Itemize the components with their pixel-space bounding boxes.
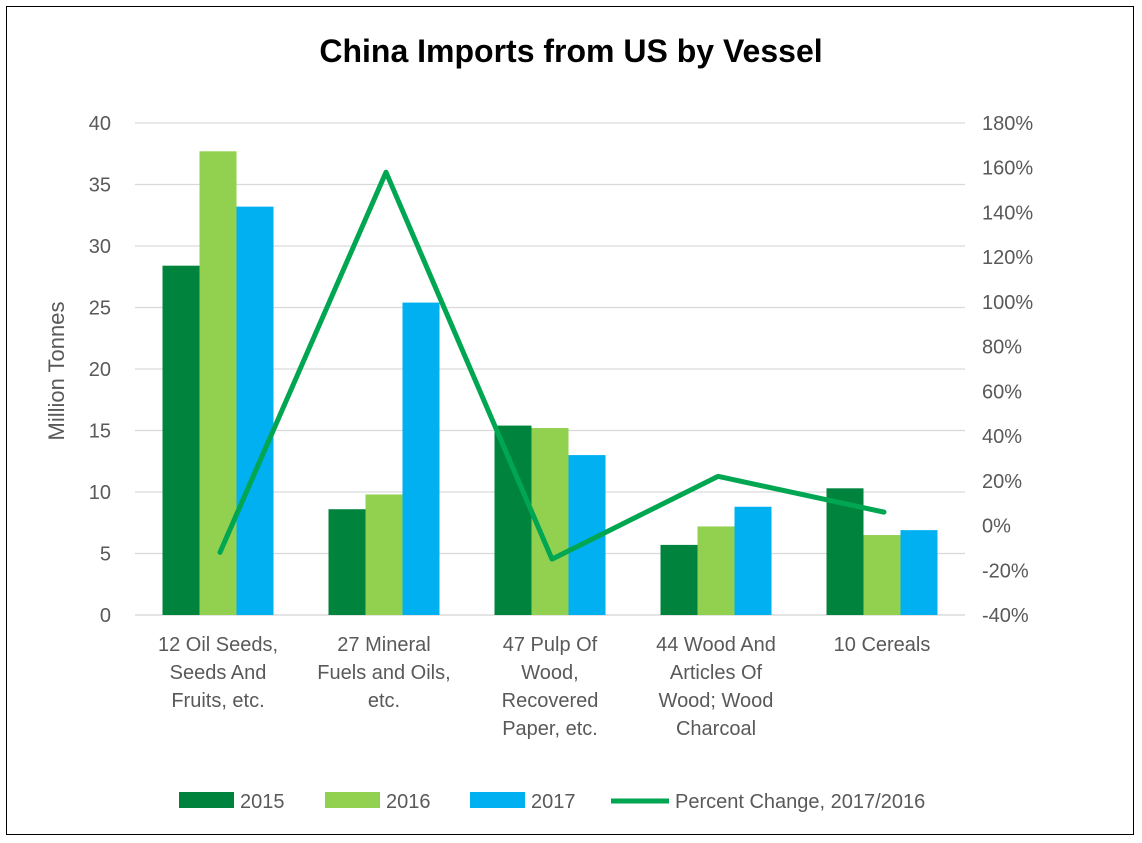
y2-tick-label: -20% (982, 560, 1029, 582)
x-tick-label: 44 Wood And (656, 634, 776, 656)
y2-tick-label: 20% (982, 471, 1022, 493)
legend-swatch-2016 (325, 792, 380, 808)
x-tick-label: 47 Pulp Of (503, 634, 598, 656)
y2-tick-label: 180% (982, 113, 1033, 135)
y-tick-label: 20 (89, 359, 111, 381)
legend-swatch-2017 (470, 792, 525, 808)
bar-2015 (660, 544, 698, 615)
legend-label: 2017 (531, 791, 576, 813)
line-series (217, 169, 887, 562)
y-tick-label: 10 (89, 482, 111, 504)
x-tick-label: 12 Oil Seeds, (158, 634, 278, 656)
bar-2016 (697, 526, 735, 615)
x-tick-label: Articles Of (670, 662, 763, 684)
bar-2017 (402, 302, 440, 615)
x-tick-label: 27 Mineral (337, 634, 430, 656)
x-tick-label: etc. (368, 690, 400, 712)
x-tick-label: Charcoal (676, 718, 756, 740)
y-axis-left: 0 5 10 15 20 25 30 35 40 (89, 113, 111, 627)
bar-2016 (199, 151, 237, 616)
y-tick-label: 25 (89, 298, 111, 320)
legend-swatch-2015 (179, 792, 234, 808)
y2-tick-label: -40% (982, 605, 1029, 627)
chart-canvas: China Imports from US by Vessel 0 5 10 15 20… (44, 33, 1033, 813)
bar-2016 (863, 535, 901, 615)
x-tick-label: Wood, (521, 662, 578, 684)
legend-label: Percent Change, 2017/2016 (675, 791, 925, 813)
chart-frame: China Imports from US by Vessel 0 5 10 15 20… (6, 6, 1134, 835)
bar-2015 (494, 425, 532, 615)
y2-tick-label: 80% (982, 337, 1022, 359)
y-axis-right: -40% -20% 0% 20% 40% 60% 80% 100% 120% 140% 160% 18… (982, 113, 1033, 627)
y-tick-label: 30 (89, 236, 111, 258)
y-axis-title: Million Tonnes (44, 301, 69, 440)
legend-label: 2016 (386, 791, 431, 813)
bar-2015 (162, 265, 200, 615)
y-tick-label: 15 (89, 421, 111, 443)
x-tick-label: 10 Cereals (834, 634, 931, 656)
x-tick-label: Fruits, etc. (171, 690, 264, 712)
x-tick-label: Fuels and Oils, (317, 662, 450, 684)
y2-tick-label: 100% (982, 292, 1033, 314)
y2-tick-label: 60% (982, 381, 1022, 403)
y-tick-label: 40 (89, 113, 111, 135)
y2-tick-label: 40% (982, 426, 1022, 448)
y2-tick-label: 0% (982, 516, 1011, 538)
bar-2017 (734, 506, 772, 615)
x-axis: 12 Oil Seeds, Seeds And Fruits, etc. 27 Min… (158, 634, 930, 740)
legend: 2015 2016 2017 Percent Change, 2017/2016 (179, 791, 925, 813)
bar-2015 (826, 488, 864, 615)
y2-tick-label: 140% (982, 202, 1033, 224)
x-tick-label: Recovered (502, 690, 599, 712)
bar-2017 (900, 530, 938, 615)
y-tick-label: 5 (100, 544, 111, 566)
bar-2015 (328, 509, 366, 615)
chart-title: China Imports from US by Vessel (319, 33, 822, 69)
bar-series (162, 151, 938, 616)
x-tick-label: Paper, etc. (502, 718, 598, 740)
legend-label: 2015 (240, 791, 285, 813)
x-tick-label: Seeds And (170, 662, 267, 684)
x-tick-label: Wood; Wood (659, 690, 774, 712)
y-tick-label: 0 (100, 605, 111, 627)
bar-2017 (236, 206, 274, 615)
bar-2016 (365, 494, 403, 615)
y-tick-label: 35 (89, 175, 111, 197)
y2-tick-label: 160% (982, 158, 1033, 180)
y2-tick-label: 120% (982, 247, 1033, 269)
